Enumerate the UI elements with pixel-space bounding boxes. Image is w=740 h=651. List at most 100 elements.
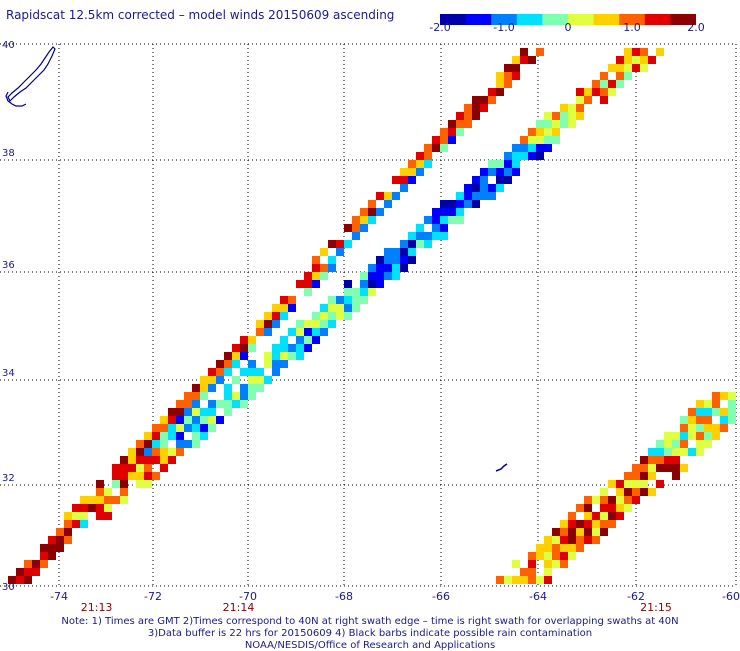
- swath-cell: [320, 328, 328, 336]
- swath-cell: [360, 216, 368, 224]
- swath-cell: [320, 264, 328, 272]
- colorbar-segment: [670, 14, 697, 25]
- swath-cell: [528, 136, 536, 144]
- swath-cell: [640, 464, 648, 472]
- swath-cell: [480, 184, 488, 192]
- swath-cell: [296, 320, 304, 328]
- swath-cell: [528, 128, 536, 136]
- swath-cell: [616, 504, 624, 512]
- swath-cell: [296, 352, 304, 360]
- swath-cell: [528, 560, 536, 568]
- swath-cell: [496, 576, 504, 584]
- swath-cell: [544, 120, 552, 128]
- swath-cell: [96, 480, 104, 488]
- swath-cell: [640, 488, 648, 496]
- swath-cell: [472, 176, 480, 184]
- swath-cell: [448, 120, 456, 128]
- swath-cell: [416, 168, 424, 176]
- swath-cell: [160, 448, 168, 456]
- swath-cell: [576, 504, 584, 512]
- swath-cell: [536, 552, 544, 560]
- swath-cell: [176, 408, 184, 416]
- swath-cell: [280, 336, 288, 344]
- swath-cell: [296, 280, 304, 288]
- swath-cell: [632, 496, 640, 504]
- swath-cell: [592, 88, 600, 96]
- swath-cell: [576, 536, 584, 544]
- swath-cell: [480, 176, 488, 184]
- swath-cell: [576, 520, 584, 528]
- swath-cell: [344, 288, 352, 296]
- swath-cell: [80, 512, 88, 520]
- swath-cell: [648, 448, 656, 456]
- swath-cell: [192, 384, 200, 392]
- swath-cell: [144, 456, 152, 464]
- swath-cell: [552, 536, 560, 544]
- swath-cell: [624, 488, 632, 496]
- swath-cell: [520, 144, 528, 152]
- swath-cell: [376, 208, 384, 216]
- swath-cell: [632, 56, 640, 64]
- swath-cell: [224, 392, 232, 400]
- swath-cell: [168, 408, 176, 416]
- swath-cell: [720, 424, 728, 432]
- colorbar-segment: [440, 14, 467, 25]
- swath-cell: [344, 224, 352, 232]
- swath-cell: [712, 392, 720, 400]
- swath-cell: [392, 192, 400, 200]
- swath-cell: [632, 464, 640, 472]
- longitude-label: -68: [335, 590, 353, 603]
- swath-cell: [560, 520, 568, 528]
- swath-cell: [504, 160, 512, 168]
- swath-cell: [720, 392, 728, 400]
- swath-cell: [584, 512, 592, 520]
- swath-cell: [640, 48, 648, 56]
- swath-cell: [312, 336, 320, 344]
- swath-cell: [120, 496, 128, 504]
- swath-cell: [160, 416, 168, 424]
- colorbar-tick-label: 1.0: [623, 21, 641, 34]
- swath-cell: [512, 560, 520, 568]
- swath-cell: [240, 384, 248, 392]
- swath-cell: [608, 520, 616, 528]
- swath-cell: [456, 216, 464, 224]
- coastline-bermuda: [495, 463, 508, 472]
- swath-cell: [256, 328, 264, 336]
- swath-cell: [496, 168, 504, 176]
- swath-cell: [464, 120, 472, 128]
- swath-cell: [440, 200, 448, 208]
- swath-cell: [600, 80, 608, 88]
- swath-cell: [248, 384, 256, 392]
- swath-cell: [680, 448, 688, 456]
- swath-cell: [376, 264, 384, 272]
- swath-cell: [632, 480, 640, 488]
- swath-cell: [704, 416, 712, 424]
- swath-cell: [152, 440, 160, 448]
- swath-cell: [64, 512, 72, 520]
- swath-cell: [248, 360, 256, 368]
- swath-cell: [224, 368, 232, 376]
- swath-cell: [448, 136, 456, 144]
- swath-cell: [544, 544, 552, 552]
- swath-cell: [640, 480, 648, 488]
- swath-cell: [208, 400, 216, 408]
- swath-cell: [176, 400, 184, 408]
- swath-cell: [360, 224, 368, 232]
- swath-cell: [320, 304, 328, 312]
- latitude-label: 30: [2, 582, 15, 593]
- swath-cell: [240, 368, 248, 376]
- swath-cell: [584, 536, 592, 544]
- swath-cell: [248, 336, 256, 344]
- swath-cell: [424, 152, 432, 160]
- swath-cell: [160, 424, 168, 432]
- swath-cell: [592, 512, 600, 520]
- swath-cell: [192, 408, 200, 416]
- swath-cell: [520, 576, 528, 584]
- swath-cell: [48, 552, 56, 560]
- swath-cell: [176, 424, 184, 432]
- swath-cell: [448, 128, 456, 136]
- swath-cell: [600, 488, 608, 496]
- swath-cell: [344, 296, 352, 304]
- swath-cell: [656, 464, 664, 472]
